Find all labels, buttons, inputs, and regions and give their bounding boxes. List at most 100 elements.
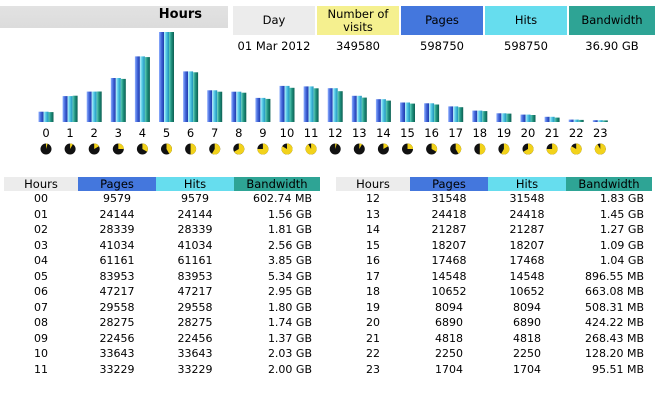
- table-row: 04 61161 61161 3.85 GB: [4, 253, 320, 269]
- hits-cell: 28275: [177, 316, 213, 330]
- pages-cell: 8094: [435, 300, 463, 314]
- bar-hits: [284, 85, 290, 122]
- pages-cell: 1704: [435, 362, 463, 376]
- table-row: 14 21287 21287 1.27 GB: [336, 222, 652, 238]
- hits-cell: 14548: [509, 269, 545, 283]
- pages-cell: 28275: [99, 316, 135, 330]
- pages-cell: 61161: [99, 254, 135, 268]
- hour-cell: 15: [366, 238, 380, 252]
- hits-cell: 2250: [513, 347, 541, 361]
- clock-icon: [185, 143, 197, 155]
- x-tick-label: 9: [259, 126, 266, 140]
- hits-cell: 83953: [177, 269, 213, 283]
- clock-icon: [426, 143, 438, 155]
- bar-hits: [356, 95, 362, 122]
- bandwidth-cell: 1.45 GB: [599, 207, 644, 221]
- bar-pages: [62, 96, 68, 122]
- bar-pages: [472, 110, 478, 122]
- col-hours: Hours: [336, 177, 410, 191]
- bandwidth-cell: 1.09 GB: [599, 238, 644, 252]
- table-row: 19 8094 8094 508.31 MB: [336, 300, 652, 316]
- pages-cell: 47217: [99, 285, 135, 299]
- hour-cell: 17: [366, 269, 380, 283]
- pages-value: 598750: [420, 39, 464, 53]
- bar-hits: [380, 99, 386, 122]
- pages-cell: 29558: [99, 300, 135, 314]
- bar-pages: [183, 71, 189, 122]
- table-row: 22 2250 2250 128.20 MB: [336, 346, 652, 362]
- pages-cell: 28339: [99, 223, 135, 237]
- hour-cell: 18: [366, 285, 380, 299]
- table-row: 02 28339 28339 1.81 GB: [4, 222, 320, 238]
- bandwidth-cell: 1.56 GB: [267, 207, 312, 221]
- hour-cell: 22: [366, 347, 380, 361]
- bar-pages: [279, 85, 285, 122]
- hour-cell: 01: [34, 207, 48, 221]
- x-tick-label: 16: [424, 126, 439, 140]
- section-title: Hours: [158, 7, 202, 22]
- x-tick-label: 10: [280, 126, 295, 140]
- clock-icon: [112, 143, 124, 155]
- hour-cell: 07: [34, 300, 48, 314]
- bandwidth-cell: 663.08 MB: [584, 285, 644, 299]
- bar-hits: [573, 119, 579, 122]
- day-summary: Day Number of visits Pages Hits Bandwidt…: [233, 6, 655, 58]
- hour-cell: 23: [366, 362, 380, 376]
- hits-cell: 22456: [177, 331, 213, 345]
- bandwidth-header: Bandwidth: [569, 6, 655, 35]
- hits-cell: 4818: [513, 331, 541, 345]
- bar-pages: [592, 120, 598, 122]
- bar-hits: [597, 120, 603, 122]
- clock-icon: [257, 143, 269, 155]
- bar-hits: [67, 96, 73, 122]
- clock-icon: [233, 143, 245, 155]
- table-row: 16 17468 17468 1.04 GB: [336, 253, 652, 269]
- bar-hits: [525, 114, 531, 122]
- x-tick-label: 1: [66, 126, 73, 140]
- hour-cell: 14: [366, 223, 380, 237]
- x-tick-label: 3: [115, 126, 122, 140]
- table-row: 15 18207 18207 1.09 GB: [336, 238, 652, 254]
- x-tick-label: 5: [163, 126, 170, 140]
- table-row: 08 28275 28275 1.74 GB: [4, 315, 320, 331]
- bar-bandwidth: [120, 78, 126, 122]
- visits-value: 349580: [336, 39, 380, 53]
- clock-icon: [281, 143, 293, 155]
- hits-cell: 10652: [509, 285, 545, 299]
- bar-pages: [520, 114, 526, 122]
- bandwidth-cell: 1.83 GB: [599, 192, 644, 206]
- hits-cell: 8094: [513, 300, 541, 314]
- table-row: 03 41034 41034 2.56 GB: [4, 238, 320, 254]
- bar-hits: [139, 56, 145, 122]
- x-tick-label: 7: [211, 126, 218, 140]
- clock-icon: [88, 143, 100, 155]
- hits-cell: 24418: [509, 207, 545, 221]
- bar-hits: [164, 32, 169, 122]
- bar-pages: [159, 32, 164, 122]
- bar-bandwidth: [289, 87, 295, 122]
- pages-cell: 24144: [99, 207, 135, 221]
- bandwidth-cell: 1.80 GB: [267, 300, 312, 314]
- bar-hits: [429, 103, 435, 122]
- clock-icon: [353, 143, 365, 155]
- x-tick-label: 13: [352, 126, 367, 140]
- clock-icon: [522, 143, 534, 155]
- bar-bandwidth: [434, 104, 440, 122]
- hits-cell: 1704: [513, 362, 541, 376]
- bar-hits: [477, 110, 483, 122]
- col-hours: Hours: [4, 177, 78, 191]
- pages-cell: 6890: [435, 316, 463, 330]
- x-tick-label: 15: [400, 126, 415, 140]
- bar-hits: [501, 113, 507, 122]
- bar-hits: [308, 86, 314, 122]
- table-row: 00 9579 9579 602.74 MB: [4, 191, 320, 207]
- bandwidth-cell: 268.43 MB: [584, 331, 644, 345]
- col-pages: Pages: [78, 177, 156, 191]
- bar-pages: [207, 90, 213, 122]
- pages-cell: 33229: [99, 362, 135, 376]
- bar-pages: [255, 97, 261, 122]
- bar-bandwidth: [554, 117, 560, 122]
- clock-icon: [450, 143, 462, 155]
- bandwidth-cell: 1.37 GB: [267, 331, 312, 345]
- bar-bandwidth: [458, 107, 464, 122]
